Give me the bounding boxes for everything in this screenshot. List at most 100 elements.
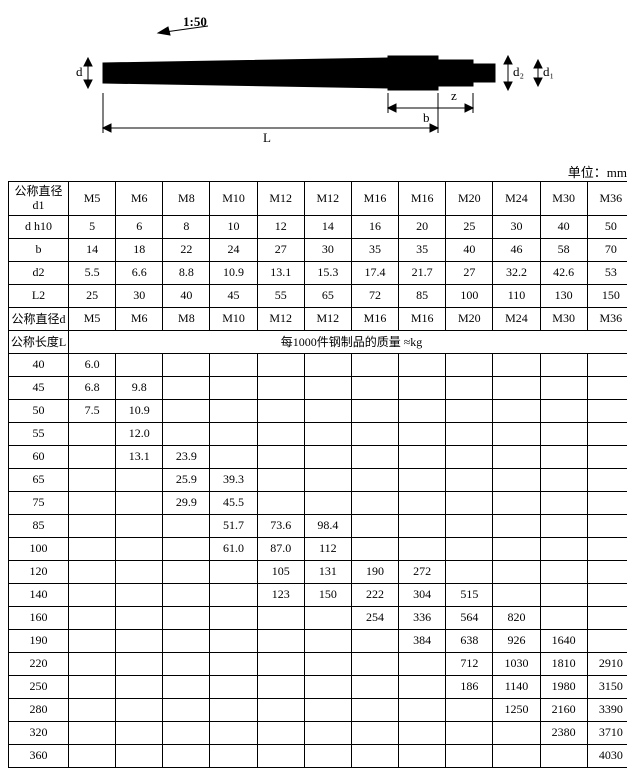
- t2-cell: [69, 422, 116, 445]
- t2-cell: [540, 376, 587, 399]
- mass-table: 公称直径dM5M6M8M10M12M12M16M16M20M24M30M36公称…: [8, 307, 627, 768]
- t2-cell: [587, 560, 627, 583]
- t2-cell: 51.7: [210, 514, 257, 537]
- t1-cell: 6: [116, 215, 163, 238]
- t2-cell: [587, 399, 627, 422]
- t2-cell: [257, 491, 304, 514]
- t2-cell: [163, 514, 210, 537]
- t2-length: 45: [9, 376, 69, 399]
- t2-cell: 186: [446, 675, 493, 698]
- t2-cell: 12.0: [116, 422, 163, 445]
- t2-cell: [257, 468, 304, 491]
- t2-cell: 1250: [493, 698, 540, 721]
- t2-cell: [587, 445, 627, 468]
- t2-cell: [399, 376, 446, 399]
- t2-cell: [493, 399, 540, 422]
- t1-cell: 8: [163, 215, 210, 238]
- t2-cell: [493, 560, 540, 583]
- dimensions-table: 公称直径d1M5M6M8M10M12M12M16M16M20M24M30M36d…: [8, 181, 627, 308]
- t1-cell: 35: [399, 238, 446, 261]
- t2-cell: [493, 468, 540, 491]
- t2-cell: 105: [257, 560, 304, 583]
- t1-cell: 21.7: [399, 261, 446, 284]
- t2-cell: [69, 514, 116, 537]
- t2-header: M16: [351, 307, 398, 330]
- t2-cell: [493, 583, 540, 606]
- t2-header: M12: [304, 307, 351, 330]
- t2-cell: 190: [351, 560, 398, 583]
- t1-cell: 30: [116, 284, 163, 307]
- t2-cell: [540, 606, 587, 629]
- t2-cell: [304, 629, 351, 652]
- t2-length: 60: [9, 445, 69, 468]
- t2-cell: [116, 629, 163, 652]
- t2-cell: [493, 491, 540, 514]
- t2-cell: 98.4: [304, 514, 351, 537]
- t2-cell: [210, 560, 257, 583]
- t1-header: M10: [210, 182, 257, 216]
- t2-length: 320: [9, 721, 69, 744]
- t1-cell: 50: [587, 215, 627, 238]
- t2-cell: [304, 744, 351, 767]
- t2-cell: [116, 583, 163, 606]
- t2-header: 公称直径d: [9, 307, 69, 330]
- t2-header: M10: [210, 307, 257, 330]
- t2-cell: [69, 652, 116, 675]
- t2-cell: [351, 353, 398, 376]
- t2-cell: 13.1: [116, 445, 163, 468]
- t2-cell: [540, 399, 587, 422]
- t2-cell: [163, 583, 210, 606]
- t2-cell: 820: [493, 606, 540, 629]
- t2-cell: 1030: [493, 652, 540, 675]
- label-d1: d₁: [543, 64, 554, 80]
- t1-header: M12: [257, 182, 304, 216]
- t1-cell: 130: [540, 284, 587, 307]
- t2-cell: [210, 744, 257, 767]
- t2-cell: [399, 353, 446, 376]
- t2-length: 190: [9, 629, 69, 652]
- t2-cell: [304, 721, 351, 744]
- t2-cell: [493, 744, 540, 767]
- t2-length: 140: [9, 583, 69, 606]
- t2-cell: 150: [304, 583, 351, 606]
- t2-cell: 7.5: [69, 399, 116, 422]
- t2-header: M24: [493, 307, 540, 330]
- t2-cell: [540, 422, 587, 445]
- t1-cell: 17.4: [351, 261, 398, 284]
- t2-cell: [116, 721, 163, 744]
- t2-cell: [399, 422, 446, 445]
- t2-cell: 336: [399, 606, 446, 629]
- t2-header: M20: [446, 307, 493, 330]
- t2-cell: [210, 399, 257, 422]
- t1-cell: 14: [304, 215, 351, 238]
- t2-cell: [304, 675, 351, 698]
- t2-cell: [399, 491, 446, 514]
- t1-cell: 5: [69, 215, 116, 238]
- t2-cell: 1980: [540, 675, 587, 698]
- t2-cell: [257, 698, 304, 721]
- t1-cell: 8.8: [163, 261, 210, 284]
- t2-cell: [163, 652, 210, 675]
- t2-cell: [163, 376, 210, 399]
- t2-length: 65: [9, 468, 69, 491]
- t2-cell: [116, 514, 163, 537]
- t2-cell: [540, 514, 587, 537]
- t2-cell: [446, 721, 493, 744]
- t1-cell: 22: [163, 238, 210, 261]
- t2-cell: [351, 537, 398, 560]
- t2-cell: [351, 652, 398, 675]
- label-L: L: [263, 130, 271, 146]
- t2-cell: [210, 445, 257, 468]
- t2-cell: 2910: [587, 652, 627, 675]
- t2-cell: [210, 376, 257, 399]
- t2-cell: [399, 721, 446, 744]
- t2-cell: [399, 445, 446, 468]
- t2-cell: [351, 698, 398, 721]
- t2-cell: [69, 606, 116, 629]
- t2-cell: [399, 652, 446, 675]
- t1-header: M30: [540, 182, 587, 216]
- t1-cell: 27: [257, 238, 304, 261]
- t2-cell: [210, 652, 257, 675]
- t2-cell: [493, 721, 540, 744]
- t2-cell: [257, 422, 304, 445]
